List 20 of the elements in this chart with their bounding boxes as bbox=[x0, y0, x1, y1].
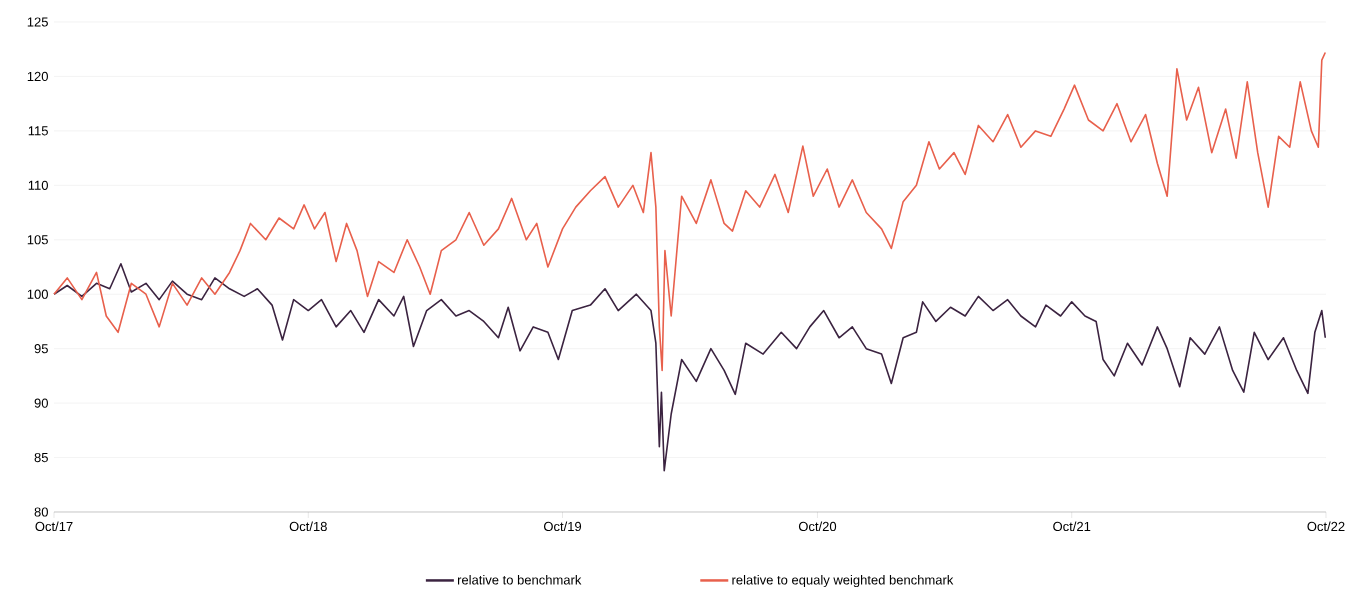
x-tick-label: Oct/22 bbox=[1307, 521, 1345, 532]
y-tick-label: 80 bbox=[34, 507, 48, 517]
x-tick-label: Oct/19 bbox=[543, 521, 582, 532]
legend-label: relative to benchmark bbox=[457, 574, 582, 585]
y-tick-label: 110 bbox=[28, 180, 48, 190]
x-tick-label: Oct/18 bbox=[289, 521, 327, 532]
y-tick-label: 100 bbox=[27, 289, 48, 299]
line-series bbox=[53, 262, 1327, 472]
y-tick-label: 95 bbox=[34, 344, 48, 354]
line-series bbox=[53, 51, 1327, 372]
y-tick-label: 120 bbox=[27, 71, 48, 82]
x-tick-label: Oct/17 bbox=[35, 521, 73, 532]
y-tick-label: 125 bbox=[27, 17, 48, 27]
y-tick-label: 105 bbox=[27, 235, 48, 245]
legend-label: relative to equaly weighted benchmark bbox=[732, 574, 954, 588]
y-tick-label: 115 bbox=[28, 126, 48, 136]
x-tick-label: Oct/21 bbox=[1053, 521, 1091, 532]
y-tick-label: 90 bbox=[34, 398, 48, 408]
x-tick-label: Oct/20 bbox=[798, 521, 837, 532]
y-tick-label: 85 bbox=[34, 452, 48, 463]
